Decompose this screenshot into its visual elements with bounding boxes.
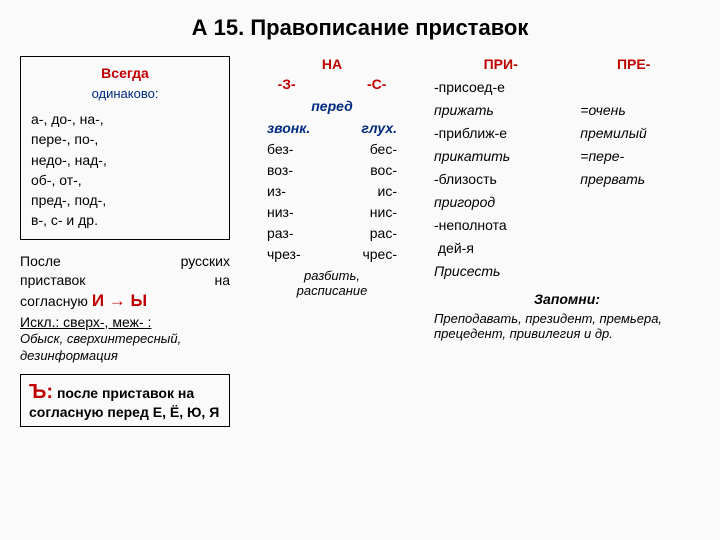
z-label: -З- — [278, 76, 296, 92]
pri-l: Присесть — [434, 263, 580, 279]
hard-sign: Ъ: — [29, 381, 53, 403]
pri-r — [580, 194, 700, 210]
rule-l1b: русских — [181, 252, 230, 271]
pair-row: без-бес- — [242, 141, 422, 157]
pri-row: пригород — [434, 194, 700, 210]
pri-r — [580, 79, 700, 95]
pair-r: вос- — [370, 162, 397, 178]
pri-r: =пере- — [580, 148, 700, 164]
pri-row: прикатить=пере- — [434, 148, 700, 164]
rule-l3a: согласную — [20, 293, 88, 309]
pair-row: из-ис- — [242, 183, 422, 199]
pair-r: чрес- — [362, 246, 397, 262]
s-label: -С- — [367, 76, 386, 92]
pair-r: рас- — [370, 225, 397, 241]
rule-l2a: приставок — [20, 271, 85, 290]
pri-l: прикатить — [434, 148, 580, 164]
pair-r: нис- — [370, 204, 397, 220]
pri-l: прижать — [434, 102, 580, 118]
hard-sign-box: Ъ: после приставок на согласную перед Е,… — [20, 374, 230, 427]
column-left: Всегда одинаково: а-, до-, на-, пере-, п… — [20, 56, 230, 427]
pri-label: ПРИ- — [484, 56, 518, 72]
pri-row: -приближ-епремилый — [434, 125, 700, 141]
zs-row: -З- -С- — [242, 76, 422, 92]
pair-row: воз-вос- — [242, 162, 422, 178]
zs-note: разбить, расписание — [242, 268, 422, 298]
rule-block: После русских приставок на согласную И →… — [20, 252, 230, 364]
pered-label: перед — [242, 98, 422, 114]
pri-row: -близостьпрервать — [434, 171, 700, 187]
pri-l: пригород — [434, 194, 580, 210]
remember-title: Запомни: — [434, 291, 700, 307]
pri-l: -присоед-е — [434, 79, 580, 95]
rule-l3b: И → Ы — [92, 291, 147, 310]
pri-l: -неполнота — [434, 217, 580, 233]
glukh: глух. — [361, 120, 397, 136]
rule-l4: Искл.: сверх-, меж- : — [20, 313, 230, 332]
rule-l2b: на — [214, 271, 230, 290]
pri-l: -приближ-е — [434, 125, 580, 141]
pair-row: чрез-чрес- — [242, 246, 422, 262]
pri-r — [580, 263, 700, 279]
pri-r: прервать — [580, 171, 700, 187]
pair-l: без- — [267, 141, 293, 157]
always-text: а-, до-, на-, пере-, по-, недо-, над-, о… — [31, 109, 219, 231]
pre-label: ПРЕ- — [617, 56, 650, 72]
pair-l: воз- — [267, 162, 293, 178]
pri-r: =очень — [580, 102, 700, 118]
pri-pre-head: ПРИ- ПРЕ- — [434, 56, 700, 72]
pri-row: Присесть — [434, 263, 700, 279]
pair-row: раз-рас- — [242, 225, 422, 241]
pair-l: низ- — [267, 204, 294, 220]
always-subtitle: одинаково: — [31, 86, 219, 101]
pri-r — [580, 240, 700, 256]
zvonk: звонк. — [267, 120, 310, 136]
pri-row: прижать=очень — [434, 102, 700, 118]
pair-l: из- — [267, 183, 286, 199]
pri-row: -неполнота — [434, 217, 700, 233]
pair-r: ис- — [378, 183, 397, 199]
pri-r: премилый — [580, 125, 700, 141]
sound-row: звонк. глух. — [242, 120, 422, 136]
pri-row: -присоед-е — [434, 79, 700, 95]
remember-text: Преподавать, президент, премьера, прецед… — [434, 311, 700, 341]
pairs-list: без-бес- воз-вос- из-ис- низ-нис- раз-ра… — [242, 141, 422, 262]
pair-l: раз- — [267, 225, 294, 241]
pri-row: дей-я — [434, 240, 700, 256]
pri-l: -близость — [434, 171, 580, 187]
columns: Всегда одинаково: а-, до-, на-, пере-, п… — [20, 56, 700, 427]
always-box: Всегда одинаково: а-, до-, на-, пере-, п… — [20, 56, 230, 240]
column-right: ПРИ- ПРЕ- -присоед-е прижать=очень -приб… — [434, 56, 700, 427]
pri-r — [580, 217, 700, 233]
pair-row: низ-нис- — [242, 204, 422, 220]
pri-l: дей-я — [434, 240, 580, 256]
pair-l: чрез- — [267, 246, 301, 262]
na-header: НА — [242, 56, 422, 72]
always-title: Всегда — [31, 65, 219, 81]
column-mid: НА -З- -С- перед звонк. глух. без-бес- в… — [242, 56, 422, 427]
hard-text: после приставок на согласную перед Е, Ё,… — [29, 385, 219, 420]
pair-r: бес- — [370, 141, 397, 157]
rule-l1a: После — [20, 252, 61, 271]
page-title: А 15. Правописание приставок — [20, 15, 700, 41]
rule-examples: Обыск, сверхинтересный, дезинформация — [20, 331, 230, 364]
